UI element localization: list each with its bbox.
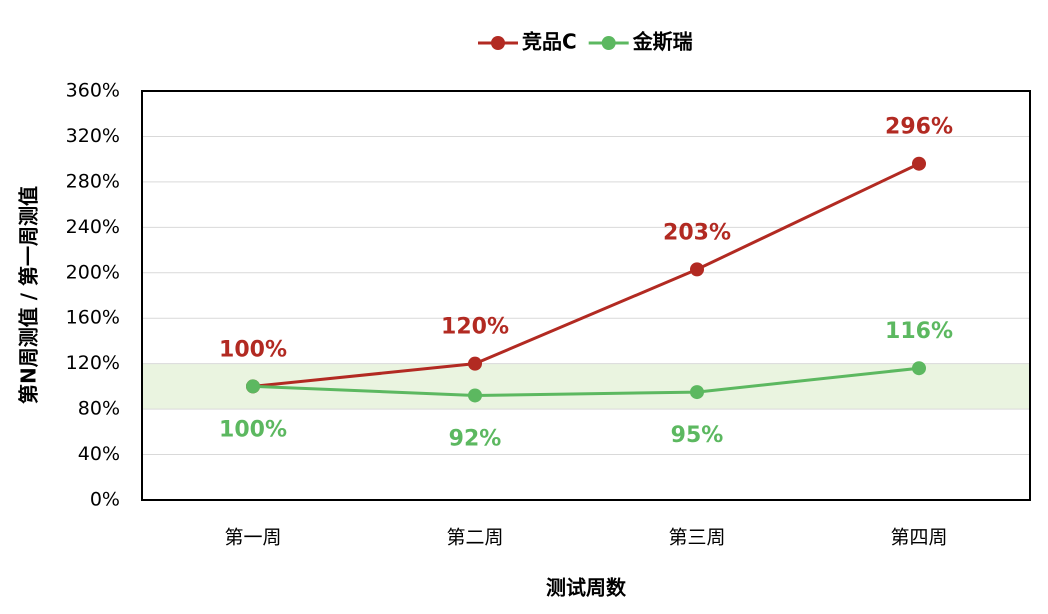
data-label: 203% <box>663 220 731 245</box>
y-tick-label: 40% <box>78 443 120 465</box>
x-tick-label: 第四周 <box>890 527 947 549</box>
data-point <box>912 361 926 376</box>
data-label: 100% <box>219 337 287 362</box>
legend-marker <box>601 36 616 50</box>
y-tick-label: 160% <box>66 307 120 329</box>
y-tick-label: 360% <box>66 80 120 102</box>
data-point <box>468 388 482 403</box>
y-axis-title: 第N周测值 / 第一周测值 <box>17 186 41 404</box>
y-tick-label: 0% <box>90 489 120 511</box>
data-label: 95% <box>671 423 724 448</box>
data-point <box>912 156 926 171</box>
data-point <box>468 356 482 371</box>
data-label: 100% <box>219 417 287 442</box>
series-line <box>252 366 920 397</box>
x-tick-label: 第三周 <box>668 527 725 549</box>
x-axis-title: 测试周数 <box>546 576 627 600</box>
y-tick-label: 280% <box>66 170 120 192</box>
legend-marker <box>491 36 505 50</box>
series-line <box>252 162 920 388</box>
data-point <box>246 379 260 394</box>
data-label: 120% <box>441 315 509 340</box>
x-tick-label: 第一周 <box>224 527 281 549</box>
x-tick-label: 第二周 <box>446 527 503 549</box>
y-tick-label: 200% <box>66 261 120 283</box>
data-point <box>690 262 704 277</box>
data-label: 92% <box>449 426 502 451</box>
data-label: 116% <box>885 319 953 344</box>
y-tick-label: 80% <box>78 398 120 420</box>
legend-label: 竞品C <box>522 30 577 54</box>
y-tick-label: 120% <box>66 352 120 374</box>
plot-border <box>141 90 1031 501</box>
y-tick-label: 320% <box>66 125 120 147</box>
legend-label: 金斯瑞 <box>632 30 693 54</box>
data-point <box>690 385 704 400</box>
y-tick-label: 240% <box>66 216 120 238</box>
data-label: 296% <box>885 115 953 140</box>
